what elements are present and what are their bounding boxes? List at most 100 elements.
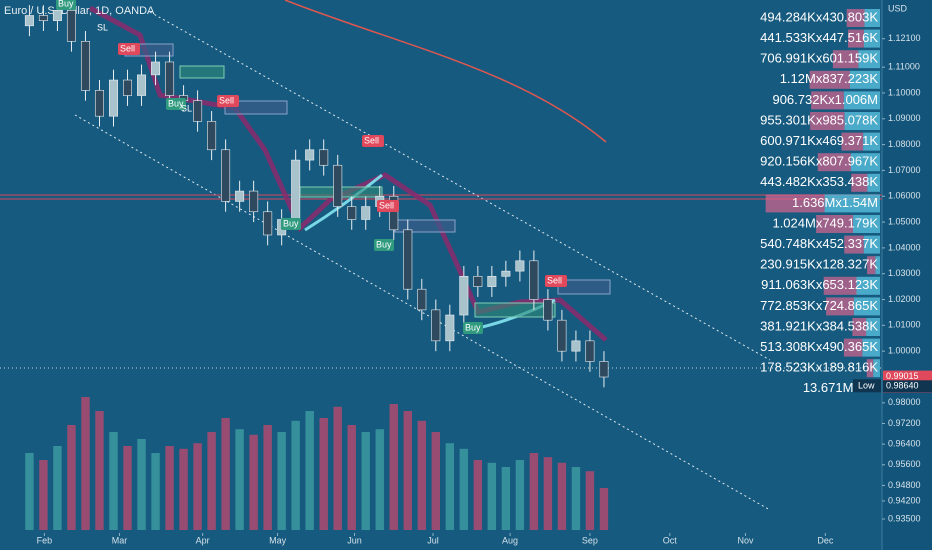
y-tick-label: 1.00000: [888, 346, 921, 356]
x-tick-label: Aug: [502, 535, 518, 545]
volume-bar: [557, 462, 567, 530]
profile-sell: [811, 91, 844, 110]
candle-body: [473, 275, 483, 287]
volume-bar: [291, 420, 300, 530]
profile-sell: [866, 359, 874, 378]
low-label-bg: [853, 379, 881, 393]
candle-body: [263, 211, 273, 236]
volume-bar: [249, 434, 258, 530]
candle-body: [249, 190, 259, 213]
profile-buy: [824, 194, 880, 213]
channel-upper: [149, 11, 771, 361]
signal-badge: [118, 43, 140, 55]
zone: [474, 302, 556, 318]
profile-buy: [863, 235, 880, 254]
volume-bar: [571, 467, 581, 530]
candle-body: [207, 121, 217, 151]
y-tick-label: 0.95600: [888, 459, 921, 469]
volume-bar: [95, 411, 104, 530]
profile-label: 600.971Kx469.371K: [760, 133, 878, 148]
profile-label: 706.991Kx601.159K: [760, 51, 878, 66]
profile-buy: [866, 318, 880, 336]
volume-bar: [221, 418, 230, 530]
profile-label: 772.853Kx724.865K: [760, 298, 878, 313]
signal-badge: [217, 95, 239, 107]
profile-sell: [841, 132, 864, 151]
volume-bar: [501, 467, 511, 530]
currency: USD: [888, 3, 908, 13]
low-price: 0.98640: [886, 381, 919, 391]
y-tick-label: 0.96400: [888, 439, 921, 449]
candle-body: [347, 206, 357, 220]
zone: [224, 100, 288, 115]
profile-label: 441.533Kx447.516K: [760, 30, 878, 45]
profile-buy: [853, 215, 880, 233]
signal-label: SL: [181, 103, 192, 113]
x-tick-label: Mar: [112, 535, 128, 545]
moving-average: [284, 0, 607, 143]
candle-body: [571, 340, 581, 352]
profile-label: 178.523Kx189.816K: [760, 360, 878, 375]
candle-body: [235, 190, 245, 202]
volume-bar: [487, 462, 497, 530]
volume-bar: [403, 411, 412, 530]
volume-bar: [25, 453, 34, 530]
candle-body: [389, 195, 399, 231]
candle-body: [66, 10, 76, 42]
volume-bar: [53, 446, 62, 530]
signal-label: Sell: [364, 135, 379, 145]
x-tick-label: Feb: [37, 535, 53, 545]
x-tick-label: Sep: [582, 535, 598, 545]
candle-body: [487, 275, 497, 287]
candle-body: [543, 299, 553, 321]
volume-bar: [207, 432, 216, 530]
profile-sell: [810, 112, 845, 130]
profile-buy: [864, 9, 880, 27]
y-tick-label: 1.10000: [888, 87, 921, 97]
candle-body: [165, 61, 175, 96]
profile-sell: [851, 173, 868, 192]
profile-label: 906.732Kx1.006M: [772, 92, 878, 107]
profile-label: 920.156Kx807.967K: [760, 154, 878, 169]
symbol-title: Euro / U.S. Dollar, 1D, OANDA: [4, 5, 155, 17]
profile-buy: [862, 338, 880, 357]
last-price: 0.99015: [886, 371, 919, 381]
volume-bar: [109, 432, 118, 530]
volume-bar: [235, 429, 244, 530]
volume-bar: [431, 432, 440, 530]
profile-label: 911.063Kx653.123K: [761, 277, 878, 292]
profile-label: 1.024Mx749.179K: [772, 215, 878, 230]
profile-buy: [858, 50, 880, 69]
volume-bar: [137, 439, 146, 530]
signal-label: Buy: [376, 239, 392, 249]
y-tick-label: 1.03000: [888, 268, 921, 278]
price-axis-bg: [882, 0, 932, 550]
signal-badge: [281, 218, 301, 230]
profile-label: 1.12Mx837.223K: [780, 71, 879, 86]
y-tick-label: 1.11000: [888, 62, 920, 72]
low-tag: [883, 380, 932, 393]
candle-body: [291, 159, 301, 220]
profile-label: 1.636Mx1.54M: [792, 195, 878, 210]
candle-body: [193, 100, 203, 122]
profile-buy: [873, 359, 880, 378]
profile-sell: [816, 215, 854, 233]
y-tick-label: 1.07000: [888, 165, 921, 175]
y-tick-label: 1.08000: [888, 139, 921, 149]
profile-sell: [844, 235, 864, 254]
profile-sell: [765, 194, 825, 213]
volume-bar: [543, 457, 553, 530]
candle-body: [305, 149, 315, 161]
y-tick-label: 1.02000: [888, 294, 921, 304]
profile-label: 955.301Kx985.078K: [760, 112, 878, 127]
candle-body: [529, 260, 539, 300]
x-tick-label: Oct: [663, 535, 678, 545]
x-tick-label: Apr: [196, 535, 210, 545]
volume-bar: [151, 453, 160, 530]
channel-lower: [74, 114, 771, 511]
volume-bar: [417, 420, 426, 530]
profile-sell: [852, 318, 867, 336]
candle-body: [333, 164, 343, 207]
volume-bar: [277, 432, 286, 530]
